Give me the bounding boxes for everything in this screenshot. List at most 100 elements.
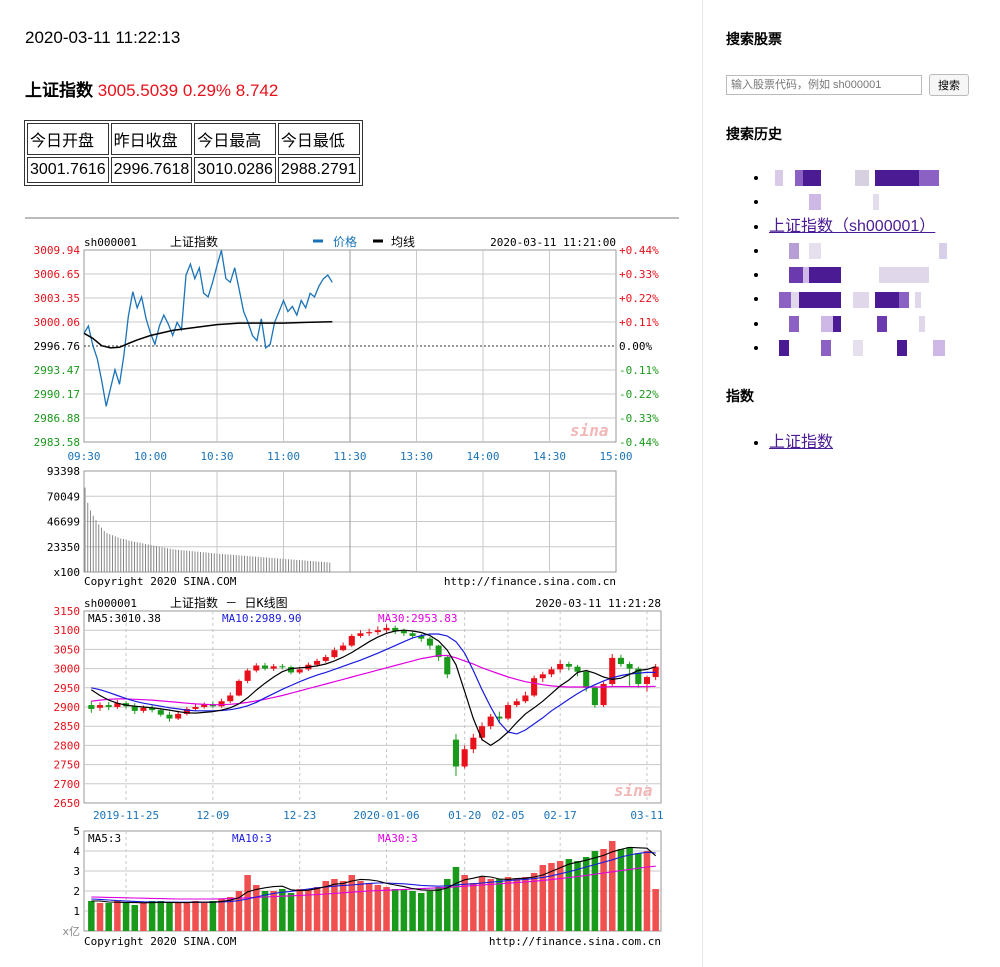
daily-volume-bar: [166, 903, 173, 931]
ma30-line: [91, 654, 656, 706]
candle-body: [626, 663, 633, 669]
daily-volume-bar: [279, 889, 286, 931]
index-price: 3005.5039: [97, 81, 179, 100]
daily-volume-bar: [148, 901, 156, 931]
intraday-code: sh000001: [84, 236, 137, 249]
history-item[interactable]: [769, 166, 966, 190]
kline-x-tick-label: 02-17: [544, 809, 577, 822]
candle-body: [279, 666, 286, 668]
daily-volume-bar: [122, 903, 130, 931]
kline-timestamp: 2020-03-11 11:21:28: [535, 597, 661, 610]
sidebar: 搜索股票 搜索 搜索历史 上证指数（sh000001） 指数 上证指数: [702, 0, 1000, 967]
ma10-line: [91, 633, 656, 735]
kline-y-tick-label: 2800: [54, 739, 81, 752]
candle-body: [348, 635, 355, 646]
candle-body: [140, 707, 147, 711]
kline-y-tick-label: 2850: [54, 720, 81, 733]
candle-body: [400, 630, 407, 634]
index-item[interactable]: 上证指数: [769, 428, 833, 452]
legend-avg-label: 均线: [391, 235, 415, 249]
candle-body: [192, 707, 199, 709]
legend-price-label: 价格: [333, 234, 357, 249]
main-panel: 2020-03-11 11:22:13 上证指数 3005.5039 0.29%…: [24, 28, 679, 948]
history-item[interactable]: [769, 263, 966, 287]
kline-y-tick-label: 2900: [54, 701, 81, 714]
current-datetime: 2020-03-11 11:22:13: [25, 28, 181, 47]
kline-x-tick-label: 2020-01-06: [353, 809, 419, 822]
candle-body: [392, 627, 399, 631]
intraday-x-tick-label: 11:30: [333, 450, 366, 463]
intraday-y-tick-label: 3006.65: [34, 268, 80, 281]
candle-body: [522, 695, 529, 702]
history-item[interactable]: [769, 190, 966, 214]
intraday-y-tick-label: 2993.47: [34, 364, 80, 377]
candle-body: [418, 635, 425, 639]
index-change-pct: 0.29%: [182, 81, 232, 100]
candle-body: [478, 726, 486, 738]
dvol-copyright: Copyright 2020 SINA.COM: [84, 935, 237, 948]
kline-code: sh000001: [84, 597, 137, 610]
history-item[interactable]: [769, 287, 966, 311]
daily-volume-bar: [226, 897, 234, 931]
intraday-y-tick-label: 2983.58: [34, 436, 80, 449]
volume-y-tick-label: 70049: [47, 490, 80, 503]
kline-y-tick-label: 3050: [54, 643, 81, 656]
candle-body: [314, 660, 321, 665]
kline-ma30-label: MA30:2953.83: [378, 612, 457, 625]
search-title: 搜索股票: [726, 31, 782, 47]
price-line: [83, 250, 333, 407]
kline-y-tick-label: 2750: [54, 759, 81, 772]
kline-y-tick-label: 2950: [54, 682, 81, 695]
daily-volume-bar: [591, 851, 599, 931]
dvol-ma10-label: MA10:3: [232, 832, 272, 845]
daily-volume-bar: [391, 889, 399, 931]
history-item[interactable]: 上证指数（sh000001）: [769, 215, 966, 239]
dvol-ma5-line: [91, 846, 657, 904]
volume-y-tick-label: 93398: [47, 465, 80, 478]
index-change: 8.742: [235, 81, 279, 100]
index-link[interactable]: 上证指数: [769, 434, 834, 451]
quote-table: 今日开盘 昨日收盘 今日最高 今日最低 3001.7616 2996.7618 …: [24, 120, 363, 186]
history-link[interactable]: 上证指数（sh000001）: [769, 217, 936, 235]
kline-x-tick-label: 02-05: [492, 809, 525, 822]
value-open: 3001.7616: [27, 157, 109, 183]
daily-volume-bar: [444, 879, 451, 931]
header-open: 今日开盘: [27, 123, 109, 155]
candle-body: [435, 645, 442, 658]
intraday-pct-tick-label: +0.44%: [619, 244, 659, 257]
history-item[interactable]: [769, 312, 966, 336]
candle-body: [600, 683, 607, 706]
intraday-x-tick-label: 09:30: [67, 450, 100, 463]
candle-body: [201, 704, 208, 707]
candle-body: [444, 657, 451, 675]
candle-body: [175, 713, 182, 719]
index-name: 上证指数: [25, 81, 93, 100]
sina-watermark: sina: [614, 781, 653, 800]
daily-volume-bar: [470, 883, 477, 931]
stock-search-input[interactable]: [726, 75, 922, 95]
daily-volume-bar: [548, 863, 555, 931]
history-item[interactable]: [769, 336, 966, 360]
daily-volume-bar: [608, 841, 616, 931]
daily-volume-bar: [88, 901, 95, 931]
dvol-url: http://finance.sina.com.cn: [489, 935, 661, 948]
intraday-y-tick-label: 2996.76: [34, 340, 80, 353]
intraday-pct-tick-label: +0.22%: [619, 292, 659, 305]
dvol-y-tick-label: 2: [73, 885, 80, 898]
intraday-y-tick-label: 3003.35: [34, 292, 80, 305]
search-button[interactable]: 搜索: [929, 74, 969, 96]
value-high: 3010.0286: [194, 157, 276, 183]
daily-volume-bar: [643, 851, 651, 931]
candle-body: [643, 677, 651, 684]
candle-body: [183, 708, 190, 714]
daily-volume-bar: [409, 891, 416, 931]
history-list: 上证指数（sh000001）: [726, 166, 966, 360]
intraday-timestamp: 2020-03-11 11:21:00: [490, 236, 616, 249]
daily-volume-bar: [157, 901, 165, 931]
kline-y-tick-label: 3100: [54, 624, 81, 637]
daily-volume-bar: [244, 875, 251, 931]
candle-body: [227, 695, 234, 702]
history-item[interactable]: [769, 239, 966, 263]
history-title: 搜索历史: [726, 126, 782, 142]
intraday-pct-tick-label: -0.33%: [619, 412, 659, 425]
